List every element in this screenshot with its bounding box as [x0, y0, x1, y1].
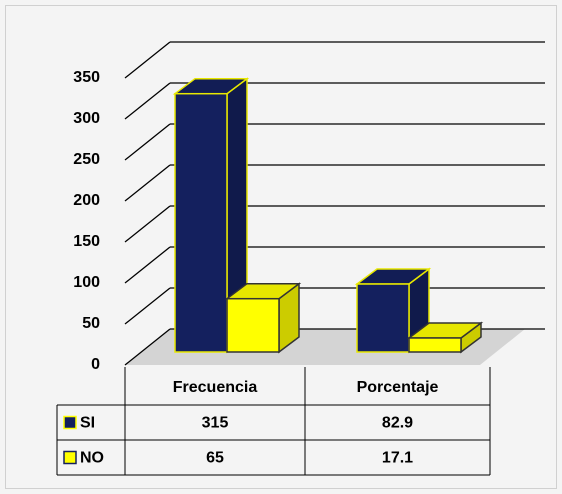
y-tick-label: 150 [73, 233, 100, 250]
grid-line [124, 123, 171, 161]
y-tick-label: 100 [73, 274, 100, 291]
bar-face [408, 337, 462, 353]
legend-swatch [63, 415, 77, 430]
x-tick-label: Frecuencia [173, 379, 258, 396]
table-value: 17.1 [382, 450, 413, 467]
grid-line [124, 328, 171, 366]
grid-line [124, 41, 171, 79]
bar [224, 282, 302, 354]
table-value: 315 [202, 415, 229, 432]
y-tick-label: 250 [73, 151, 100, 168]
y-tick-label: 300 [73, 110, 100, 127]
y-tick-label: 50 [82, 315, 100, 332]
y-tick-label: 200 [73, 192, 100, 209]
x-tick-label: Porcentaje [357, 379, 439, 396]
grid-line [124, 205, 171, 243]
y-tick-label: 350 [73, 69, 100, 86]
bar-face [226, 297, 280, 353]
legend-label: NO [80, 450, 104, 467]
table-value: 65 [206, 450, 224, 467]
legend-label: SI [80, 415, 95, 432]
grid-line [124, 82, 171, 120]
bar [172, 77, 250, 354]
y-tick-label: 0 [91, 356, 100, 373]
bar [406, 321, 484, 354]
legend-swatch [63, 450, 77, 465]
grid-line [124, 246, 171, 284]
bar-face [174, 92, 228, 353]
grid-line [124, 164, 171, 202]
bar-face [356, 283, 410, 353]
grid-line [124, 287, 171, 325]
table-value: 82.9 [382, 415, 413, 432]
frame [5, 5, 557, 489]
